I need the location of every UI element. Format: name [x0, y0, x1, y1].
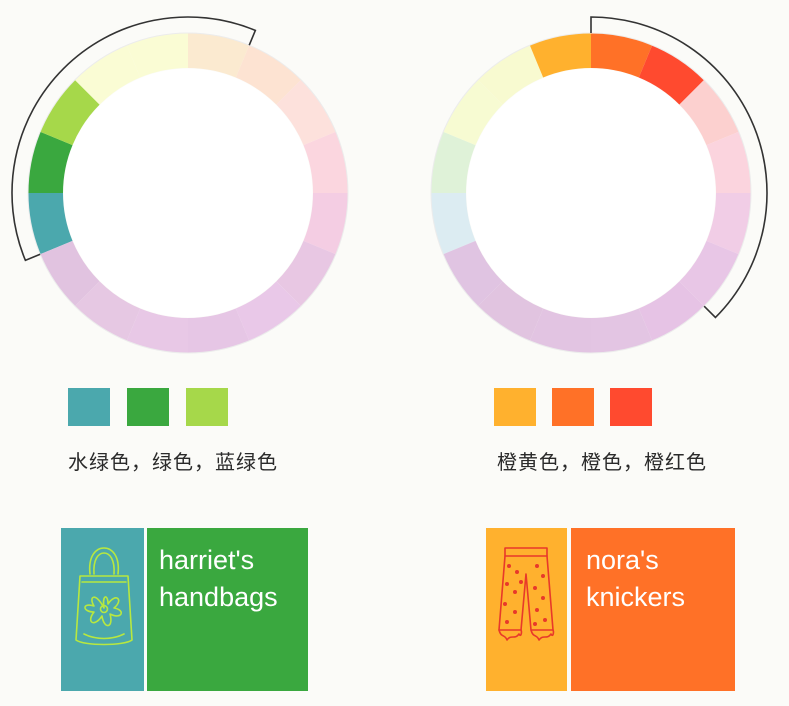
right-wheel-center: [466, 68, 716, 318]
right-wheel-segment: [529, 308, 591, 353]
right-wheel-segment: [679, 240, 739, 307]
left-wheel-outline: [27, 32, 349, 354]
left-wheel-segment: [303, 131, 348, 193]
logo-line-2: knickers: [586, 582, 686, 612]
pants-icon: [498, 547, 555, 641]
left-wheel-segment: [40, 240, 100, 307]
right-wheel-segment: [431, 193, 476, 255]
right-wheel-bracket: [590, 16, 768, 319]
right-wheel-segment: [638, 281, 705, 341]
right-wheel-segment: [706, 131, 751, 193]
left-wheel-segment: [28, 193, 73, 255]
right-caption: 橙黄色，橙色，橙红色: [497, 450, 707, 474]
right-wheel-segment: [431, 131, 476, 193]
swatch-orange: [552, 388, 594, 426]
logo-text-right: nora's knickers: [586, 542, 685, 616]
logo-noras-knickers: nora's knickers: [486, 528, 735, 691]
logo-harriets-handbags: harriet's handbags: [61, 528, 308, 691]
logo-line-2: handbags: [159, 582, 278, 612]
right-wheel-segment: [638, 45, 705, 105]
right-wheel-segment: [706, 193, 751, 255]
logo-panel: [571, 528, 735, 691]
swatch-yellow-orange: [494, 388, 536, 426]
left-wheel-segment: [188, 33, 250, 78]
left-wheel-segment: [74, 45, 141, 105]
left-wheel-segment: [40, 79, 100, 146]
left-wheel-bracket: [11, 16, 257, 262]
left-wheel-segment: [235, 45, 302, 105]
swatch-green: [127, 388, 169, 426]
right-wheel-segment: [477, 281, 544, 341]
logo-panel: [147, 528, 308, 691]
left-wheel-segment: [276, 240, 336, 307]
right-wheel-segment: [477, 45, 544, 105]
logo-text-left: harriet's handbags: [159, 542, 278, 616]
left-wheel-segment: [303, 193, 348, 255]
logo-stripe: [486, 528, 567, 691]
left-wheel-segment: [126, 308, 188, 353]
left-caption: 水绿色，绿色，蓝绿色: [68, 450, 278, 474]
swatch-red-orange: [610, 388, 652, 426]
color-wheel-left: [11, 16, 349, 354]
right-wheel-segment: [529, 33, 591, 78]
left-wheel-segment: [28, 131, 73, 193]
right-wheel-segment: [443, 240, 503, 307]
swatch-yellow-green: [186, 388, 228, 426]
left-swatch-row: [68, 388, 228, 426]
left-wheel-segment: [188, 308, 250, 353]
left-wheel-segment: [276, 79, 336, 146]
color-wheel-right: [430, 16, 768, 354]
swatch-aqua: [68, 388, 110, 426]
left-wheel-segment: [126, 33, 188, 78]
logo-line-1: nora's: [586, 545, 659, 575]
right-wheel-segment: [443, 79, 503, 146]
right-wheel-segment: [591, 308, 653, 353]
right-wheel-segment: [591, 33, 653, 78]
right-wheel-segment: [679, 79, 739, 146]
handbag-icon: [75, 547, 133, 646]
left-wheel-segment: [74, 281, 141, 341]
logo-line-1: harriet's: [159, 545, 255, 575]
left-wheel-segment: [235, 281, 302, 341]
left-wheel-center: [63, 68, 313, 318]
right-swatch-row: [494, 388, 654, 426]
